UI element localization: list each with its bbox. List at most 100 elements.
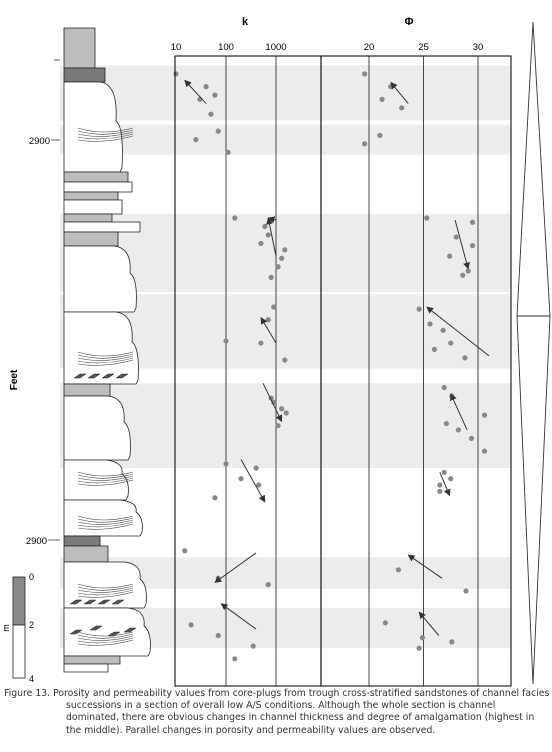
phi-point-15: [440, 327, 446, 333]
phi-point-6: [424, 215, 430, 221]
k-point-37: [232, 656, 238, 662]
phi-arrow-0: [390, 81, 409, 104]
k-arrow-7: [220, 603, 257, 630]
k-arrow-4: [262, 383, 283, 423]
phi-point-0: [362, 71, 368, 77]
phi-point-7: [469, 219, 476, 225]
k-point-20: [223, 338, 229, 344]
k-trend-arrows: [184, 79, 283, 630]
mud-clast-1: [87, 373, 101, 379]
lithology-bed-21: [63, 663, 109, 673]
phi-point-10: [447, 253, 453, 259]
k-point-23: [279, 406, 285, 412]
phi-point-31: [463, 588, 469, 594]
phi-tick-2: 30: [473, 42, 484, 53]
scale-tick-0: 0: [29, 572, 34, 582]
mud-clast-2: [101, 373, 115, 379]
phi-point-13: [416, 306, 422, 312]
lithology-bed-4: [63, 181, 133, 193]
k-point-33: [265, 582, 271, 588]
k-point-27: [253, 465, 259, 471]
k-point-31: [182, 548, 188, 554]
phi-tick-0: 20: [364, 42, 375, 53]
scale-bar-light: [12, 624, 26, 679]
phi-arrow-4: [439, 472, 451, 497]
k-point-3: [212, 92, 218, 98]
k-point-1: [203, 84, 209, 90]
phi-arrow-6: [418, 611, 440, 636]
lithology-bed-14: [63, 459, 129, 501]
phi-point-21: [481, 412, 488, 418]
k-point-18: [258, 340, 264, 346]
phi-point-3: [399, 105, 405, 111]
phi-point-26: [441, 469, 447, 475]
phi-point-17: [431, 346, 437, 353]
phi-tick-1: 25: [418, 42, 429, 53]
k-point-28: [238, 476, 244, 482]
phi-gridlines: [368, 56, 479, 686]
k-point-29: [256, 482, 262, 488]
k-gridlines: [225, 56, 277, 686]
panel-k: k 10 100 1000: [171, 16, 322, 687]
lithology-bed-13: [63, 395, 131, 461]
cross-bedding-0: [77, 127, 134, 142]
phi-point-12: [460, 272, 466, 278]
phi-point-19: [441, 384, 447, 391]
k-point-19: [282, 357, 288, 363]
lithology-bed-18: [63, 561, 147, 609]
k-point-36: [250, 643, 256, 649]
phi-point-24: [468, 435, 475, 442]
k-point-4: [208, 111, 214, 117]
phi-point-4: [377, 132, 383, 138]
mud-clast-0: [73, 373, 87, 379]
lithology-bed-20: [63, 655, 121, 665]
caption-line-1: Figure 13. Porosity and permeability val…: [4, 688, 550, 699]
panel-phi: Φ 20 25 30: [320, 16, 512, 687]
lithology-bed-8: [63, 221, 141, 233]
lithology-bed-2: [63, 81, 123, 173]
phi-arrow-3: [450, 393, 468, 431]
panel-phi-title: Φ: [404, 16, 413, 28]
phi-arrow-1: [454, 220, 470, 270]
lithology-bed-3: [63, 171, 129, 183]
figure-canvas: Feet 2900 2900 0 2 4 m k 10 100 1000 Φ 20 2…: [1, 16, 551, 687]
k-tick-2: 1000: [265, 42, 286, 53]
mud-clast-9: [89, 625, 103, 631]
core-log-column: [63, 27, 151, 673]
cross-bedding-1: [77, 351, 134, 366]
panel-k-title: k: [242, 16, 249, 28]
k-point-9: [262, 223, 268, 230]
phi-point-27: [448, 476, 454, 482]
k-point-7: [225, 149, 231, 155]
k-point-6: [193, 137, 199, 143]
phi-point-23: [455, 427, 461, 433]
lithology-bed-10: [63, 245, 137, 313]
phi-point-14: [427, 321, 433, 327]
cross-bedding-2: [77, 471, 134, 486]
phi-point-16: [448, 340, 454, 346]
k-arrow-6: [214, 552, 257, 583]
scale-tick-4: 4: [29, 674, 34, 684]
scale-bar-dark: [12, 576, 26, 626]
caption-line-2: successions in a section of overall low …: [66, 700, 535, 736]
scale-tick-2: 2: [29, 620, 34, 630]
k-arrow-3: [260, 317, 277, 344]
cross-bedding-3: [77, 515, 134, 530]
triangle-lower: [516, 315, 551, 685]
k-point-14: [275, 264, 281, 270]
thickness-scale: 0 2 4 m: [1, 572, 34, 684]
lithology-bed-12: [63, 383, 111, 397]
k-point-15: [268, 274, 274, 280]
phi-point-25: [481, 448, 488, 454]
phi-point-22: [443, 420, 449, 427]
lithology-bed-15: [63, 499, 143, 537]
phi-point-2: [379, 96, 385, 102]
phi-trend-arrows: [390, 81, 490, 636]
mud-clast-8: [69, 629, 83, 635]
k-point-25: [275, 423, 281, 429]
mud-clast-3: [115, 373, 129, 379]
lithology-bed-6: [63, 199, 123, 215]
cross-bedding-4: [77, 583, 134, 598]
mud-clast-7: [111, 599, 125, 605]
k-arrow-0: [184, 79, 207, 104]
